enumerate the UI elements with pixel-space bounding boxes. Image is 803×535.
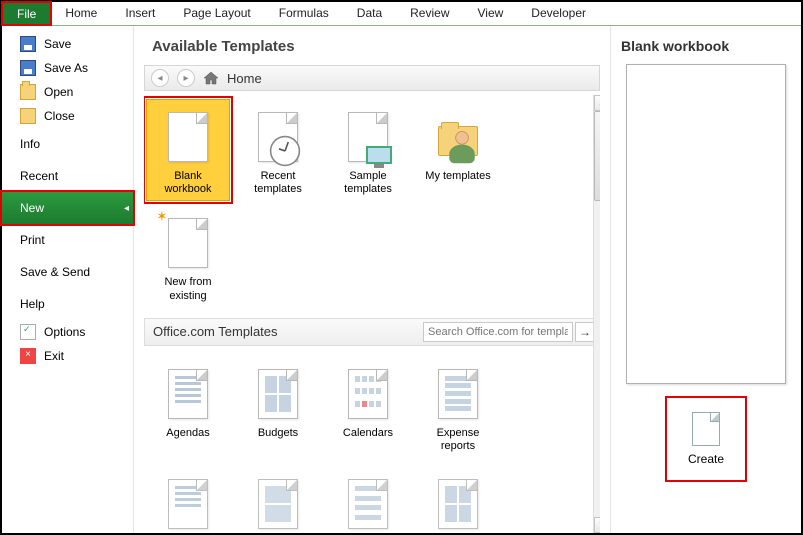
preview-title: Blank workbook xyxy=(621,38,729,54)
backstage-view: Save Save As Open Close Info Recent New … xyxy=(2,26,801,533)
template-recent[interactable]: Recent templates xyxy=(236,99,320,201)
templates-grid-2: ✶ New from existing xyxy=(144,205,600,311)
options-icon xyxy=(20,324,36,340)
templates-heading: Available Templates xyxy=(134,26,610,65)
preview-document-icon xyxy=(626,64,786,384)
templates-scroll-area: Blank workbook Recent templates xyxy=(144,95,600,533)
backstage-main: Available Templates ◂ ▸ Home Blank workb… xyxy=(134,26,801,533)
scroll-up-button[interactable]: ▲ xyxy=(594,95,600,111)
save-as-icon xyxy=(20,60,36,76)
budget-icon xyxy=(258,369,298,419)
new-document-icon xyxy=(692,412,720,446)
template-calendars[interactable]: Calendars xyxy=(326,356,410,458)
save-icon xyxy=(20,36,36,52)
search-go-button[interactable]: → xyxy=(575,322,595,342)
office-templates-grid: Agendas Budgets Calendars Expense report… xyxy=(144,352,600,462)
create-label: Create xyxy=(688,452,724,466)
blank-document-icon xyxy=(168,112,208,162)
template-more-4[interactable] xyxy=(416,466,500,533)
person-icon xyxy=(447,131,478,165)
sidebar-label: Exit xyxy=(44,349,64,363)
home-icon[interactable] xyxy=(203,70,219,86)
sidebar-item-options[interactable]: Options xyxy=(2,320,133,344)
templates-breadcrumb: ◂ ▸ Home xyxy=(144,65,600,91)
sidebar-label: Close xyxy=(44,109,75,123)
agenda-icon xyxy=(168,369,208,419)
office-templates-grid-2 xyxy=(144,462,600,533)
calendar-icon xyxy=(348,369,388,419)
monitor-icon xyxy=(366,146,392,164)
scroll-down-button[interactable]: ▼ xyxy=(594,517,600,533)
open-icon xyxy=(20,84,36,100)
office-templates-header: Office.com Templates → xyxy=(144,318,600,346)
sparkle-icon: ✶ xyxy=(156,208,168,225)
sidebar-label: Save As xyxy=(44,61,88,75)
sidebar-item-save-as[interactable]: Save As xyxy=(2,56,133,80)
sidebar-item-print[interactable]: Print xyxy=(2,224,133,256)
template-blank-workbook[interactable]: Blank workbook xyxy=(146,99,230,201)
template-new-from-existing[interactable]: ✶ New from existing xyxy=(146,205,230,307)
ribbon-tab-page-layout[interactable]: Page Layout xyxy=(169,2,264,25)
sidebar-label: Save xyxy=(44,37,71,51)
close-icon xyxy=(20,108,36,124)
ribbon-tab-insert[interactable]: Insert xyxy=(111,2,169,25)
template-more-3[interactable] xyxy=(326,466,410,533)
nav-forward-button[interactable]: ▸ xyxy=(177,69,195,87)
sidebar-label: Options xyxy=(44,325,85,339)
template-more-2[interactable] xyxy=(236,466,320,533)
breadcrumb-label[interactable]: Home xyxy=(227,71,262,86)
template-agendas[interactable]: Agendas xyxy=(146,356,230,458)
sidebar-item-help[interactable]: Help xyxy=(2,288,133,320)
document-icon xyxy=(168,218,208,268)
ribbon-tab-file[interactable]: File xyxy=(2,2,51,25)
expense-icon xyxy=(438,369,478,419)
sidebar-item-close[interactable]: Close xyxy=(2,104,133,128)
ribbon-tab-formulas[interactable]: Formulas xyxy=(265,2,343,25)
ribbon-tab-home[interactable]: Home xyxy=(51,2,111,25)
preview-pane: Blank workbook Create xyxy=(611,26,801,533)
sidebar-label: Open xyxy=(44,85,73,99)
ribbon-tabs: File Home Insert Page Layout Formulas Da… xyxy=(2,2,801,26)
template-budgets[interactable]: Budgets xyxy=(236,356,320,458)
ribbon-tab-review[interactable]: Review xyxy=(396,2,463,25)
template-more-1[interactable] xyxy=(146,466,230,533)
clock-icon xyxy=(270,136,300,166)
ribbon-tab-view[interactable]: View xyxy=(464,2,518,25)
office-templates-label: Office.com Templates xyxy=(153,324,278,339)
template-my-templates[interactable]: My templates xyxy=(416,99,500,201)
sidebar-item-info[interactable]: Info xyxy=(2,128,133,160)
vertical-scrollbar[interactable]: ▲ ▼ xyxy=(593,95,600,533)
sidebar-item-exit[interactable]: × Exit xyxy=(2,344,133,368)
sidebar-item-recent[interactable]: Recent xyxy=(2,160,133,192)
template-sample[interactable]: Sample templates xyxy=(326,99,410,201)
templates-pane: Available Templates ◂ ▸ Home Blank workb… xyxy=(134,26,611,533)
sidebar-item-new[interactable]: New xyxy=(2,192,133,224)
ribbon-tab-developer[interactable]: Developer xyxy=(517,2,600,25)
template-expense-reports[interactable]: Expense reports xyxy=(416,356,500,458)
create-button[interactable]: Create xyxy=(667,398,745,480)
sidebar-item-save[interactable]: Save xyxy=(2,32,133,56)
search-input[interactable] xyxy=(423,322,573,342)
sidebar-item-open[interactable]: Open xyxy=(2,80,133,104)
backstage-sidebar: Save Save As Open Close Info Recent New … xyxy=(2,26,134,533)
templates-grid: Blank workbook Recent templates xyxy=(144,95,600,205)
nav-back-button[interactable]: ◂ xyxy=(151,69,169,87)
exit-icon: × xyxy=(20,348,36,364)
sidebar-item-save-send[interactable]: Save & Send xyxy=(2,256,133,288)
ribbon-tab-data[interactable]: Data xyxy=(343,2,396,25)
scroll-thumb[interactable] xyxy=(594,111,600,201)
